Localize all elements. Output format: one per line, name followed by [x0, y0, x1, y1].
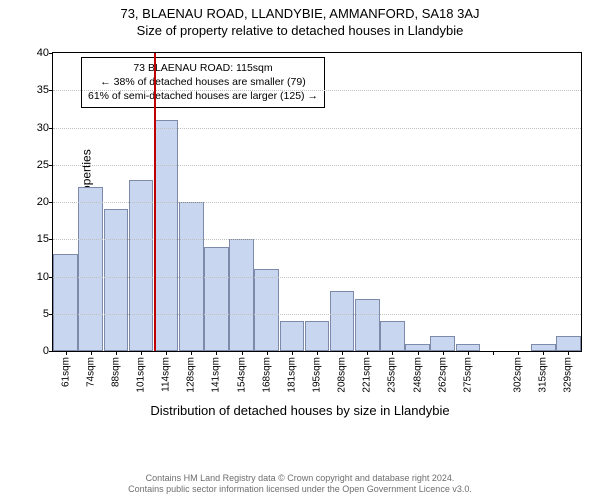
footer-line-2: Contains public sector information licen… [0, 484, 600, 496]
ytick-label: 0 [43, 345, 49, 357]
plot-area: 73 BLAENAU ROAD: 115sqm ← 38% of detache… [52, 52, 582, 352]
ytick-mark [49, 128, 53, 129]
info-line-1: 73 BLAENAU ROAD: 115sqm [88, 61, 318, 75]
xtick-mark [568, 351, 569, 355]
xtick-label: 181sqm [286, 357, 297, 393]
xtick-mark [543, 351, 544, 355]
xtick-mark [443, 351, 444, 355]
bar [53, 254, 78, 351]
ytick-mark [49, 239, 53, 240]
bar [456, 344, 481, 351]
xtick-label: 262sqm [437, 357, 448, 393]
bar [154, 120, 179, 351]
xtick-label: 128sqm [186, 357, 197, 393]
xtick-mark [141, 351, 142, 355]
xtick-mark [367, 351, 368, 355]
ytick-label: 25 [37, 159, 49, 171]
xtick-mark [392, 351, 393, 355]
xtick-label: 74sqm [85, 357, 96, 387]
xtick-label: 168sqm [261, 357, 272, 393]
bar [430, 336, 455, 351]
xtick-mark [518, 351, 519, 355]
x-axis-label: Distribution of detached houses by size … [0, 403, 600, 418]
xtick-label: 154sqm [236, 357, 247, 393]
xtick-mark [191, 351, 192, 355]
xtick-mark [468, 351, 469, 355]
bar [355, 299, 380, 351]
xtick-mark [317, 351, 318, 355]
gridline [53, 202, 581, 203]
xtick-label: 248sqm [412, 357, 423, 393]
xtick-mark [216, 351, 217, 355]
ytick-label: 15 [37, 233, 49, 245]
xtick-mark [292, 351, 293, 355]
gridline [53, 239, 581, 240]
xtick-label: 61sqm [60, 357, 71, 387]
bar [254, 269, 279, 351]
xtick-label: 235sqm [387, 357, 398, 393]
ytick-label: 35 [37, 84, 49, 96]
xtick-label: 302sqm [513, 357, 524, 393]
xtick-mark [66, 351, 67, 355]
info-line-3: 61% of semi-detached houses are larger (… [88, 89, 318, 103]
bar [330, 291, 355, 351]
xtick-label: 88sqm [110, 357, 121, 387]
xtick-mark [116, 351, 117, 355]
xtick-mark [342, 351, 343, 355]
bar [129, 180, 154, 351]
xtick-mark [91, 351, 92, 355]
xtick-label: 221sqm [362, 357, 373, 393]
xtick-label: 195sqm [312, 357, 323, 393]
footer-line-1: Contains HM Land Registry data © Crown c… [0, 473, 600, 485]
ytick-mark [49, 351, 53, 352]
xtick-label: 329sqm [563, 357, 574, 393]
bar [305, 321, 330, 351]
ytick-mark [49, 202, 53, 203]
gridline [53, 165, 581, 166]
bar [380, 321, 405, 351]
xtick-mark [242, 351, 243, 355]
bar [104, 209, 129, 351]
xtick-label: 208sqm [337, 357, 348, 393]
reference-line [154, 53, 156, 351]
gridline [53, 314, 581, 315]
bar [229, 239, 254, 351]
bar [531, 344, 556, 351]
bar [204, 247, 229, 351]
footer-attribution: Contains HM Land Registry data © Crown c… [0, 473, 600, 496]
ytick-label: 5 [43, 308, 49, 320]
xtick-label: 101sqm [136, 357, 147, 393]
xtick-mark [418, 351, 419, 355]
gridline [53, 128, 581, 129]
gridline [53, 277, 581, 278]
info-box: 73 BLAENAU ROAD: 115sqm ← 38% of detache… [81, 57, 325, 108]
chart-wrap: Number of detached properties 73 BLAENAU… [0, 42, 600, 422]
ytick-mark [49, 53, 53, 54]
bar [78, 187, 103, 351]
ytick-label: 30 [37, 122, 49, 134]
xtick-mark [493, 351, 494, 355]
chart-title-sub: Size of property relative to detached ho… [0, 21, 600, 38]
chart-title-main: 73, BLAENAU ROAD, LLANDYBIE, AMMANFORD, … [0, 0, 600, 21]
ytick-mark [49, 90, 53, 91]
xtick-mark [166, 351, 167, 355]
bar [280, 321, 305, 351]
ytick-label: 10 [37, 271, 49, 283]
xtick-label: 141sqm [211, 357, 222, 393]
ytick-label: 40 [37, 47, 49, 59]
gridline [53, 90, 581, 91]
ytick-mark [49, 165, 53, 166]
ytick-mark [49, 277, 53, 278]
ytick-mark [49, 314, 53, 315]
bar [405, 344, 430, 351]
ytick-label: 20 [37, 196, 49, 208]
bar [556, 336, 581, 351]
xtick-label: 315sqm [538, 357, 549, 393]
xtick-mark [267, 351, 268, 355]
xtick-label: 114sqm [161, 357, 172, 392]
xtick-label: 275sqm [462, 357, 473, 393]
info-line-2: ← 38% of detached houses are smaller (79… [88, 75, 318, 89]
